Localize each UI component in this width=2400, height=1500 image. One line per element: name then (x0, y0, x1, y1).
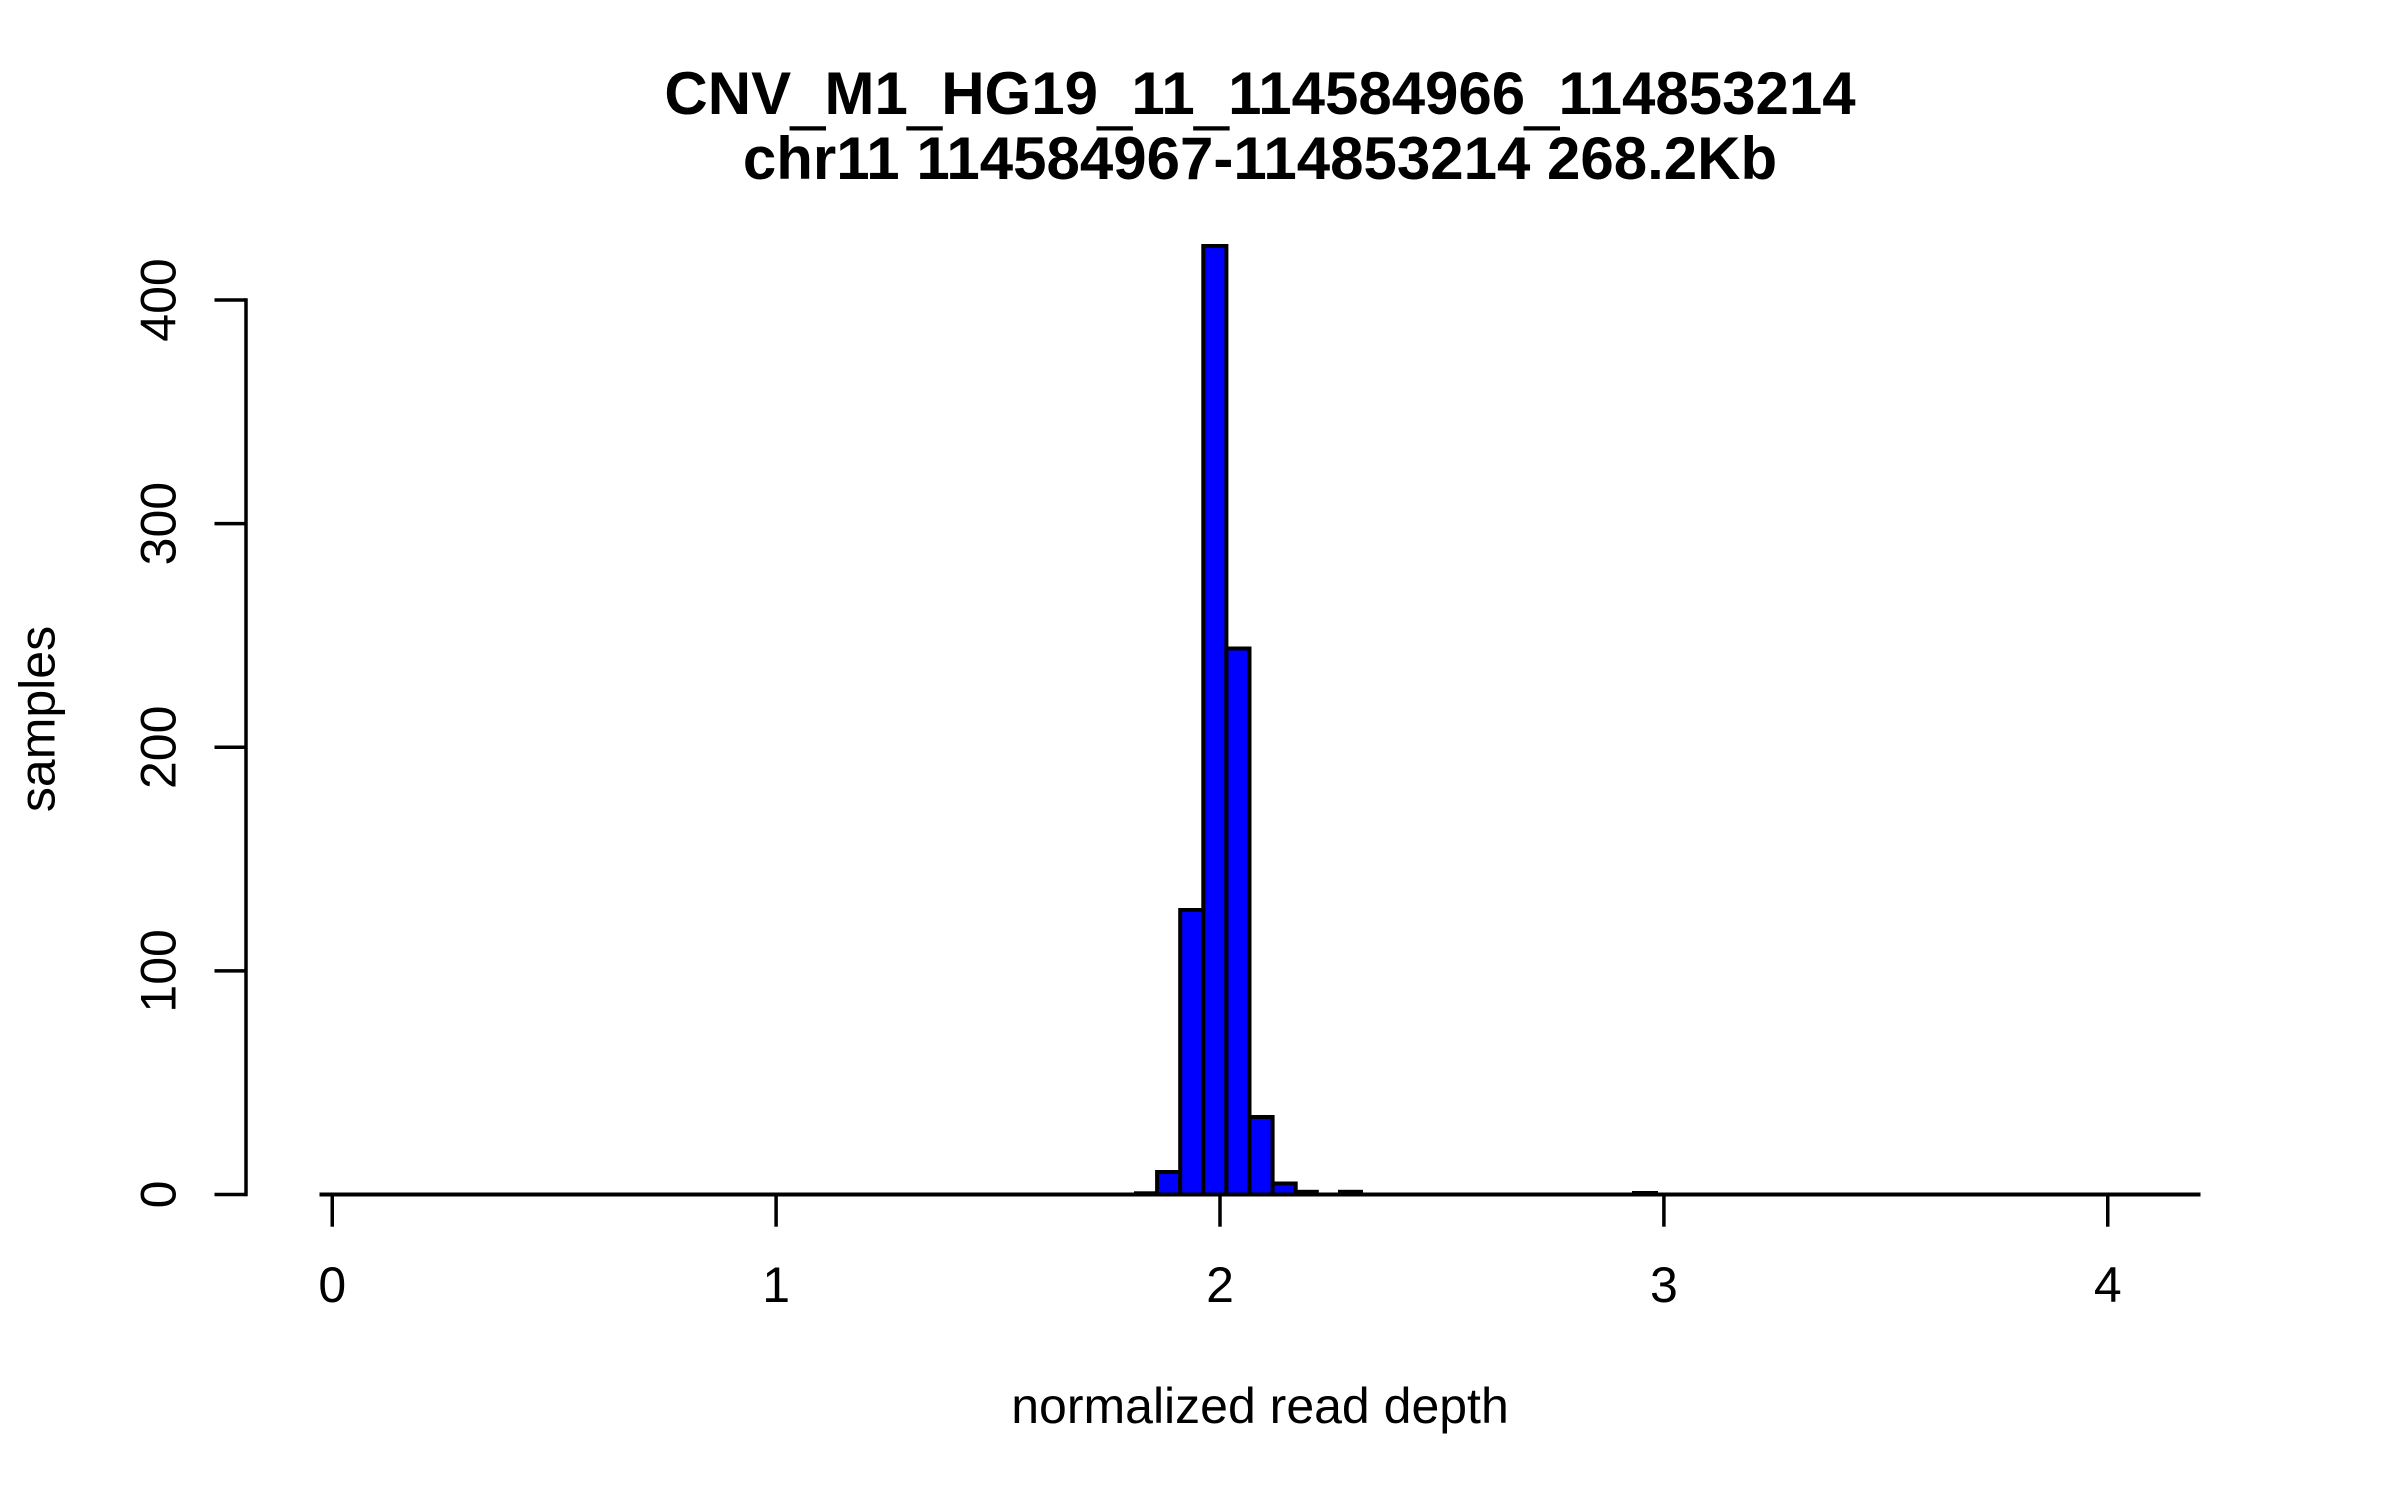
svg-text:3: 3 (1650, 1257, 1678, 1313)
svg-text:0: 0 (318, 1257, 346, 1313)
svg-text:2: 2 (1206, 1257, 1234, 1313)
svg-text:CNV_M1_HG19_11_114584966_11485: CNV_M1_HG19_11_114584966_114853214 (664, 60, 1856, 135)
svg-text:normalized read depth: normalized read depth (1011, 1378, 1509, 1434)
svg-text:400: 400 (131, 258, 187, 341)
svg-text:1: 1 (762, 1257, 790, 1313)
svg-text:100: 100 (131, 929, 187, 1012)
svg-text:4: 4 (2094, 1257, 2122, 1313)
svg-text:chr11 114584967-114853214 268.: chr11 114584967-114853214 268.2Kb (743, 125, 1777, 192)
svg-text:samples: samples (10, 626, 66, 812)
svg-text:0: 0 (131, 1181, 187, 1209)
svg-text:300: 300 (131, 482, 187, 565)
svg-text:200: 200 (131, 706, 187, 789)
